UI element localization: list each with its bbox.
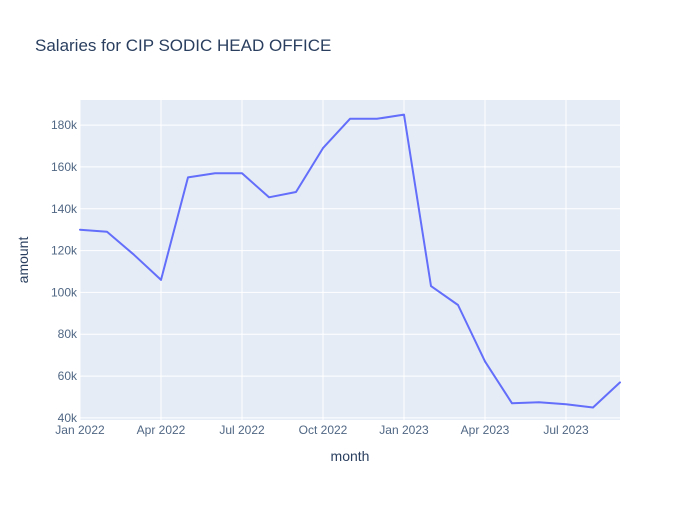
y-tick-label: 180k [51,118,78,132]
x-tick-label: Jan 2023 [379,423,429,437]
y-tick-label: 120k [51,244,78,258]
chart-title: Salaries for CIP SODIC HEAD OFFICE [35,36,331,55]
y-tick-label: 160k [51,160,78,174]
y-tick-label: 40k [58,411,78,425]
y-axis-ticks: 40k 60k 80k 100k 120k 140k 160k 180k [51,118,78,425]
x-tick-label: Oct 2022 [299,423,348,437]
x-tick-label: Jul 2023 [543,423,589,437]
y-tick-label: 80k [58,327,78,341]
series-line [79,113,621,409]
y-tick-label: 100k [51,285,78,299]
x-axis-label: month [331,448,370,464]
x-axis-ticks: Jan 2022 Apr 2022 Jul 2022 Oct 2022 Jan 2023… [55,423,589,437]
y-tick-label: 60k [58,369,78,383]
x-tick-label: Jan 2022 [55,423,105,437]
x-tick-label: Apr 2023 [461,423,510,437]
x-tick-label: Apr 2022 [137,423,186,437]
grid-lines [79,100,620,420]
y-axis-label: amount [15,237,31,284]
plot-area [80,100,620,420]
y-tick-label: 140k [51,202,78,216]
x-tick-label: Jul 2022 [219,423,265,437]
series-layer [79,113,621,409]
